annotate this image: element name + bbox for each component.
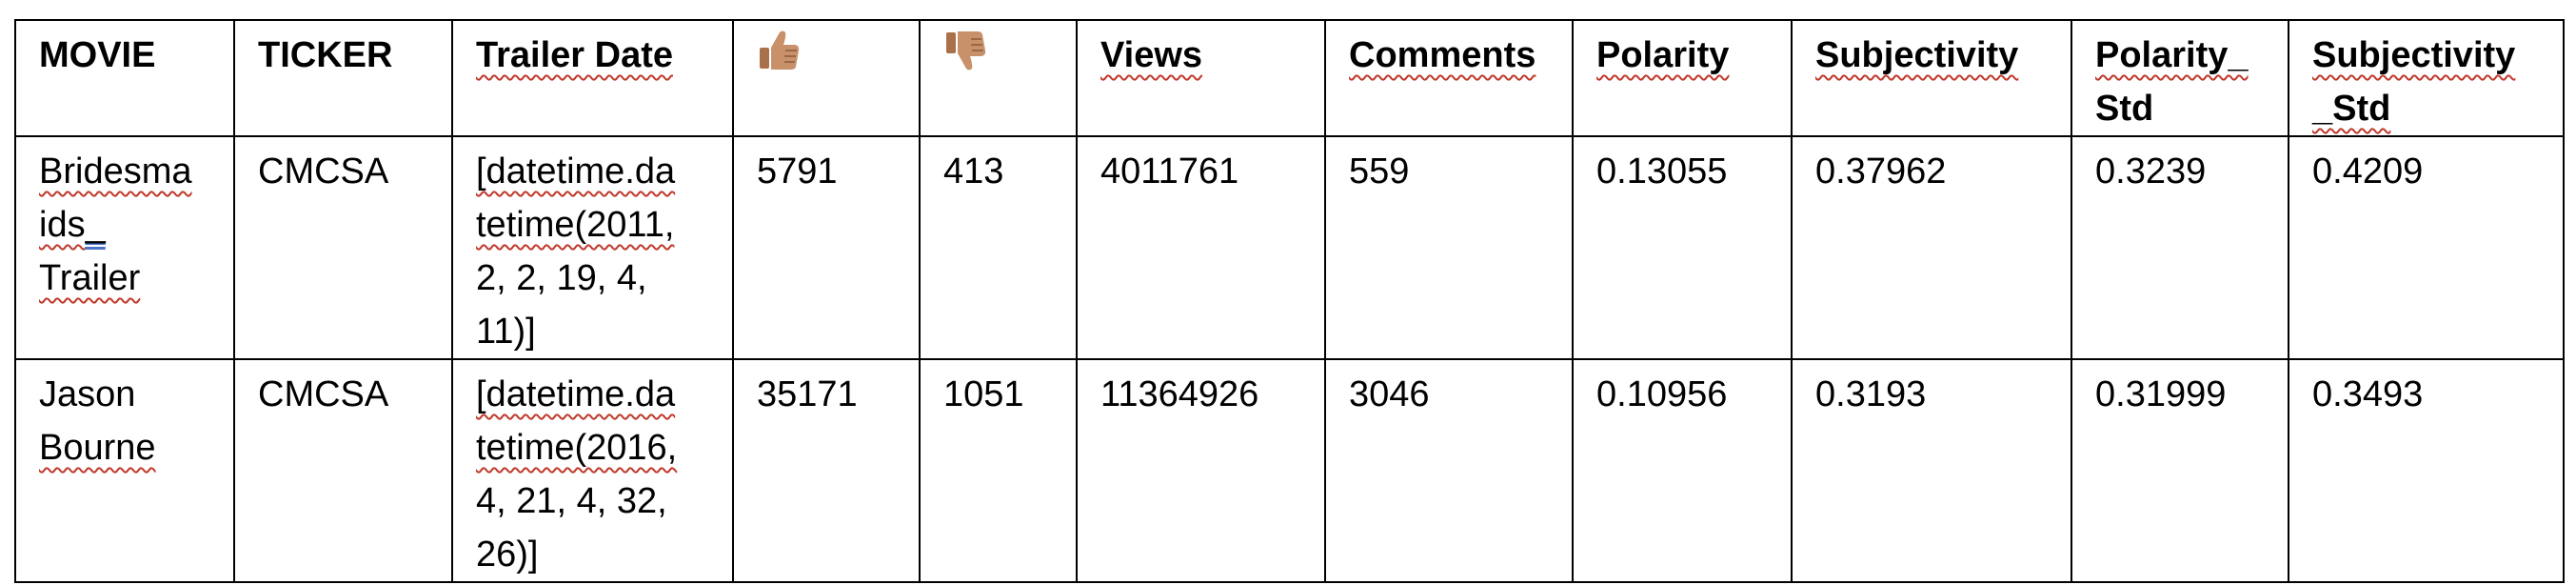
cell-polarity-std: 0.3239 xyxy=(2071,135,2289,360)
cell-subjectivity: 0.37962 xyxy=(1791,135,2072,360)
header-likes xyxy=(732,19,921,137)
cell-views: 11364926 xyxy=(1076,358,1326,583)
cell-subjectivity-std: 0.3493 xyxy=(2288,358,2565,583)
cell-polarity: 0.10956 xyxy=(1572,358,1793,583)
cell-movie: Jason Bourne xyxy=(14,358,235,583)
header-polarity: Polarity xyxy=(1572,19,1793,137)
cell-ticker: CMCSA xyxy=(233,135,453,360)
cell-likes: 35171 xyxy=(732,358,921,583)
cell-dislikes: 1051 xyxy=(919,358,1078,583)
cell-polarity: 0.13055 xyxy=(1572,135,1793,360)
header-movie: MOVIE xyxy=(14,19,235,137)
cell-comments: 3046 xyxy=(1324,358,1574,583)
cell-subjectivity-std: 0.4209 xyxy=(2288,135,2565,360)
cell-subjectivity: 0.3193 xyxy=(1791,358,2072,583)
header-subjectivity-std: Subjectivity _Std xyxy=(2288,19,2565,137)
table-row: Bridesma ids_ Trailer CMCSA [datetime.da te… xyxy=(14,135,2565,360)
cell-views: 4011761 xyxy=(1076,135,1326,360)
cell-polarity-std: 0.31999 xyxy=(2071,358,2289,583)
cell-likes: 5791 xyxy=(732,135,921,360)
cell-dislikes: 413 xyxy=(919,135,1078,360)
header-subjectivity: Subjectivity xyxy=(1791,19,2072,137)
thumbs-up-icon xyxy=(757,29,801,72)
header-polarity-std: Polarity_ Std xyxy=(2071,19,2289,137)
cell-trailer-date: [datetime.da tetime(2011, 2, 2, 19, 4, 11)] xyxy=(451,135,734,360)
header-row: MOVIE TICKER Trailer Date xyxy=(14,19,2565,137)
cell-trailer-date: [datetime.da tetime(2016, 4, 21, 4, 32, 26)… xyxy=(451,358,734,583)
thumbs-down-icon xyxy=(943,29,987,72)
table-row: Jason Bourne CMCSA [datetime.da tetime(201… xyxy=(14,358,2565,583)
cell-comments: 559 xyxy=(1324,135,1574,360)
header-comments: Comments xyxy=(1324,19,1574,137)
header-dislikes xyxy=(919,19,1078,137)
header-ticker: TICKER xyxy=(233,19,453,137)
header-views: Views xyxy=(1076,19,1326,137)
data-table: MOVIE TICKER Trailer Date xyxy=(14,19,2565,583)
cell-ticker: CMCSA xyxy=(233,358,453,583)
cell-movie: Bridesma ids_ Trailer xyxy=(14,135,235,360)
header-trailer-date: Trailer Date xyxy=(451,19,734,137)
